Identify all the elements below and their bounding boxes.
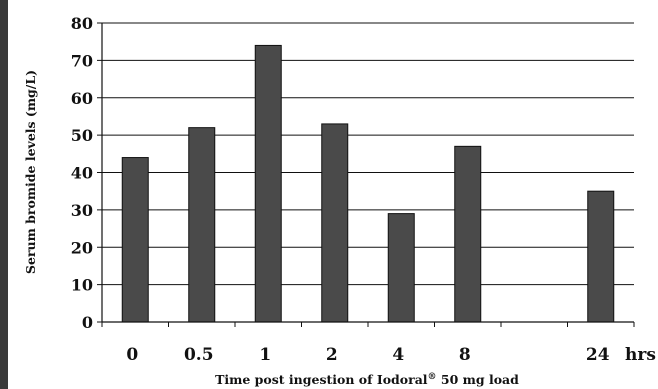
registered-mark: ® [428, 372, 437, 382]
y-tick-label: 10 [71, 276, 93, 295]
bar [454, 145, 482, 323]
axes [97, 22, 635, 327]
y-tick-label: 80 [71, 14, 93, 33]
x-axis-title-suffix: 50 mg load [437, 372, 520, 387]
x-tick-label: 0 [126, 345, 138, 365]
x-unit-label: hrs [625, 345, 656, 365]
gridlines [102, 22, 634, 286]
x-tick-labels: 0 0.5 1 2 4 8 24 [126, 345, 609, 365]
y-tick-label: 20 [71, 238, 93, 257]
bar [587, 190, 615, 323]
y-tick-labels: 0 10 20 30 40 50 60 70 80 [71, 14, 93, 332]
y-tick-label: 60 [71, 89, 93, 108]
x-tick-label: 24 [586, 345, 610, 365]
y-tick-label: 40 [71, 164, 93, 183]
x-tick-label: 0.5 [184, 345, 214, 365]
x-tick-label: 8 [459, 345, 471, 365]
bar [188, 127, 216, 323]
bar [121, 157, 149, 323]
y-tick-label: 30 [71, 201, 93, 220]
y-tick-label: 70 [71, 51, 93, 70]
bar [321, 123, 349, 323]
y-tick-label: 0 [82, 313, 93, 332]
x-tick-label: 4 [392, 345, 404, 365]
left-edge-bar [0, 0, 8, 389]
x-tick-label: 1 [259, 345, 271, 365]
x-tick-label: 2 [326, 345, 338, 365]
y-tick-label: 50 [71, 126, 93, 145]
x-axis-title-main: Time post ingestion of Iodoral [215, 372, 428, 387]
x-axis-title: Time post ingestion of Iodoral® 50 mg lo… [215, 372, 519, 387]
bar [387, 213, 415, 323]
y-axis-title: Serum bromide levels (mg/L) [23, 70, 38, 274]
bars [121, 44, 615, 323]
bar [254, 44, 282, 323]
